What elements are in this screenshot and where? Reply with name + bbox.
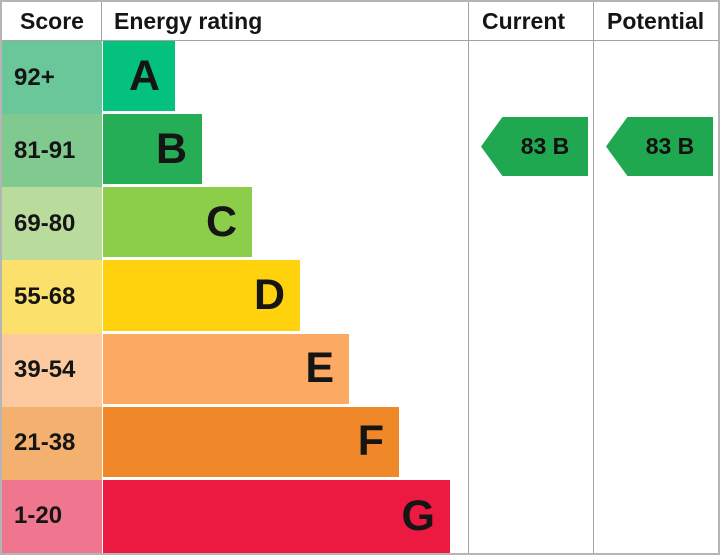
score-cell: 39-54 [2,333,102,407]
divider-score-rating [101,2,102,40]
band-rows: 92+ A 81-91 B 69-80 C 55-68 D 39-54 E 21… [2,41,468,553]
rating-bar: C [103,187,252,261]
band-row-e: 39-54 E [2,333,468,407]
header-potential: Potential [607,7,705,34]
band-row-f: 21-38 F [2,406,468,480]
score-cell: 92+ [2,41,102,115]
band-row-a: 92+ A [2,41,468,115]
score-cell: 69-80 [2,187,102,261]
current-rating-arrow: 83 B [481,117,588,176]
header-current: Current [482,7,566,34]
score-cell: 55-68 [2,260,102,334]
rating-bar: A [103,41,175,115]
header-score: Score [20,7,84,34]
rating-bar: G [103,479,450,553]
header-energy-rating: Energy rating [114,7,263,34]
rating-bar: B [103,114,202,188]
header-row: Score Energy rating Current Potential [2,2,718,41]
score-cell: 21-38 [2,406,102,480]
band-row-g: 1-20 G [2,479,468,553]
score-cell: 1-20 [2,479,102,553]
rating-bar: E [103,333,349,407]
divider-rating-current [468,2,469,553]
rating-bar: D [103,260,300,334]
rating-bar: F [103,406,399,480]
score-cell: 81-91 [2,114,102,188]
divider-current-potential [593,2,594,553]
potential-rating-arrow: 83 B [606,117,713,176]
band-row-c: 69-80 C [2,187,468,261]
band-row-b: 81-91 B [2,114,468,188]
band-row-d: 55-68 D [2,260,468,334]
